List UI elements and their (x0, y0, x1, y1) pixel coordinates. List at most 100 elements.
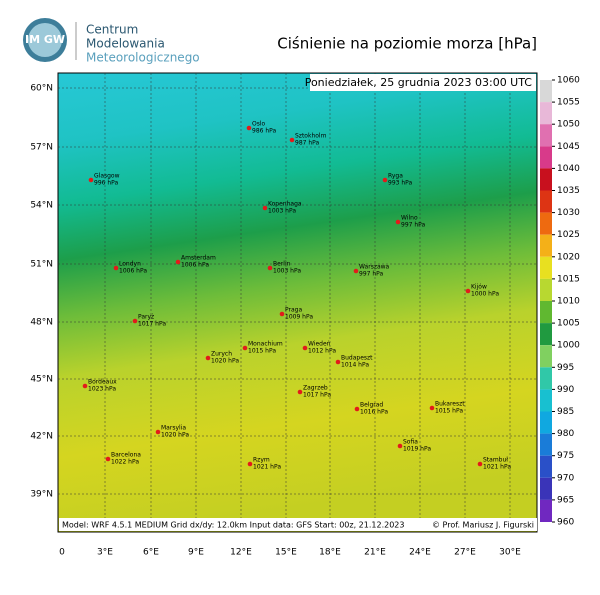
timestamp-box (310, 74, 536, 91)
logo-text: IM GW (25, 33, 65, 46)
city-name: Stambuł (483, 457, 508, 464)
lon-label: 27°E (454, 548, 476, 558)
org-line: Modelowania (86, 37, 165, 51)
city-name: Warszawa (359, 264, 390, 271)
city-pressure: 1003 hPa (268, 208, 296, 215)
city-dot (297, 389, 303, 395)
city-pressure: 1006 hPa (119, 268, 147, 275)
colorbar-segment (540, 499, 552, 522)
graticule (58, 73, 537, 532)
city-name: Wilno (401, 215, 418, 222)
city-dot (465, 288, 471, 294)
lon-label: 9°E (188, 548, 204, 558)
colorbar-label: 1020 (557, 252, 580, 262)
colorbar-label: 970 (557, 473, 574, 483)
timestamp: Poniedziałek, 25 grudnia 2023 03:00 UTC (305, 76, 533, 89)
colorbar-segment (540, 124, 552, 147)
city-name: Sofia (403, 439, 418, 446)
lat-label: 39°N (30, 490, 53, 500)
lat-label: 60°N (30, 84, 53, 94)
colorbar-label: 1000 (557, 341, 580, 351)
city-dot (175, 259, 181, 265)
city-pressure: 1020 hPa (211, 358, 239, 365)
lon-label: 15°E (275, 548, 297, 558)
city-name: Paryż (138, 314, 154, 321)
city-dot (382, 177, 388, 183)
colorbar-segment (540, 190, 552, 213)
city-dot (429, 405, 435, 411)
city-pressure: 996 hPa (94, 180, 119, 187)
title: Ciśnienie na poziomie morza [hPa] (277, 35, 537, 53)
colorbar-segment (540, 367, 552, 390)
city-dot (242, 345, 248, 351)
city-dot (105, 456, 111, 462)
city-pressure: 997 hPa (401, 222, 426, 229)
colorbar-segment (540, 477, 552, 500)
lon-label: 0 (59, 548, 65, 558)
city-name: Bordeaux (88, 379, 117, 386)
city-name: Praga (285, 307, 302, 314)
colorbar-label: 1055 (557, 98, 580, 108)
city-name: Zagrzeb (303, 385, 328, 392)
colorbar-segment (540, 234, 552, 257)
city-pressure: 1000 hPa (471, 291, 499, 298)
city-pressure: 1012 hPa (308, 348, 336, 355)
colorbar-segment (540, 168, 552, 191)
city-dot (205, 355, 211, 361)
city-pressure: 1020 hPa (161, 432, 189, 439)
logo: IM GW Centrum Modelowania Meteorologiczn… (23, 18, 200, 65)
colorbar-segment (540, 256, 552, 279)
city-name: Kijów (471, 284, 487, 291)
city-dot (353, 268, 359, 274)
city-name: Kopenhaga (268, 201, 302, 208)
city-dot (354, 406, 360, 412)
city-pressure: 1009 hPa (285, 314, 313, 321)
footer-credit: © Prof. Mariusz J. Figurski (432, 521, 534, 530)
city-name: Belgrad (360, 402, 383, 409)
colorbar-label: 985 (557, 407, 574, 417)
city-pressure: 1017 hPa (138, 321, 166, 328)
colorbar-segment (540, 278, 552, 301)
map (57, 72, 538, 533)
city-dot (267, 265, 273, 271)
city-pressure: 1015 hPa (248, 348, 276, 355)
city-name: Ryga (388, 173, 403, 180)
lat-label: 57°N (30, 143, 53, 153)
city-pressure: 987 hPa (295, 140, 320, 147)
city-pressure: 1015 hPa (435, 408, 463, 415)
colorbar-label: 1005 (557, 319, 580, 329)
lat-label: 51°N (30, 260, 53, 270)
lat-label: 42°N (30, 432, 53, 442)
colorbar-label: 1030 (557, 208, 580, 218)
lon-label: 21°E (364, 548, 386, 558)
colorbar-segment (540, 411, 552, 434)
city-dot (397, 443, 403, 449)
city-dot (82, 383, 88, 389)
lat-label: 48°N (30, 318, 53, 328)
colorbar-label: 1035 (557, 186, 580, 196)
city-name: Berlin (273, 261, 291, 268)
colorbar-segment (540, 212, 552, 235)
city-dot (132, 318, 138, 324)
city-pressure: 1014 hPa (341, 362, 369, 369)
lon-label: 30°E (499, 548, 521, 558)
city-dot (289, 137, 295, 143)
city-name: Sztokholm (295, 133, 327, 140)
footer-model: Model: WRF 4.5.1 MEDIUM Grid dx/dy: 12.0… (62, 521, 404, 530)
lon-label: 12°E (230, 548, 252, 558)
city-dot (155, 429, 161, 435)
city-pressure: 1019 hPa (403, 446, 431, 453)
lat-label: 54°N (30, 201, 53, 211)
city-dot (88, 177, 94, 183)
colorbar-label: 1010 (557, 297, 580, 307)
city-dot (395, 219, 401, 225)
city-name: Bukareszt (435, 401, 465, 408)
city-name: Marsylia (161, 425, 186, 432)
colorbar-label: 1060 (557, 76, 580, 86)
city-dot (279, 311, 285, 317)
city-dot (246, 125, 252, 131)
colorbar-label: 1050 (557, 120, 580, 130)
city-pressure: 1021 hPa (483, 464, 511, 471)
city-pressure: 1016 hPa (360, 409, 388, 416)
city-name: Monachium (248, 341, 283, 348)
